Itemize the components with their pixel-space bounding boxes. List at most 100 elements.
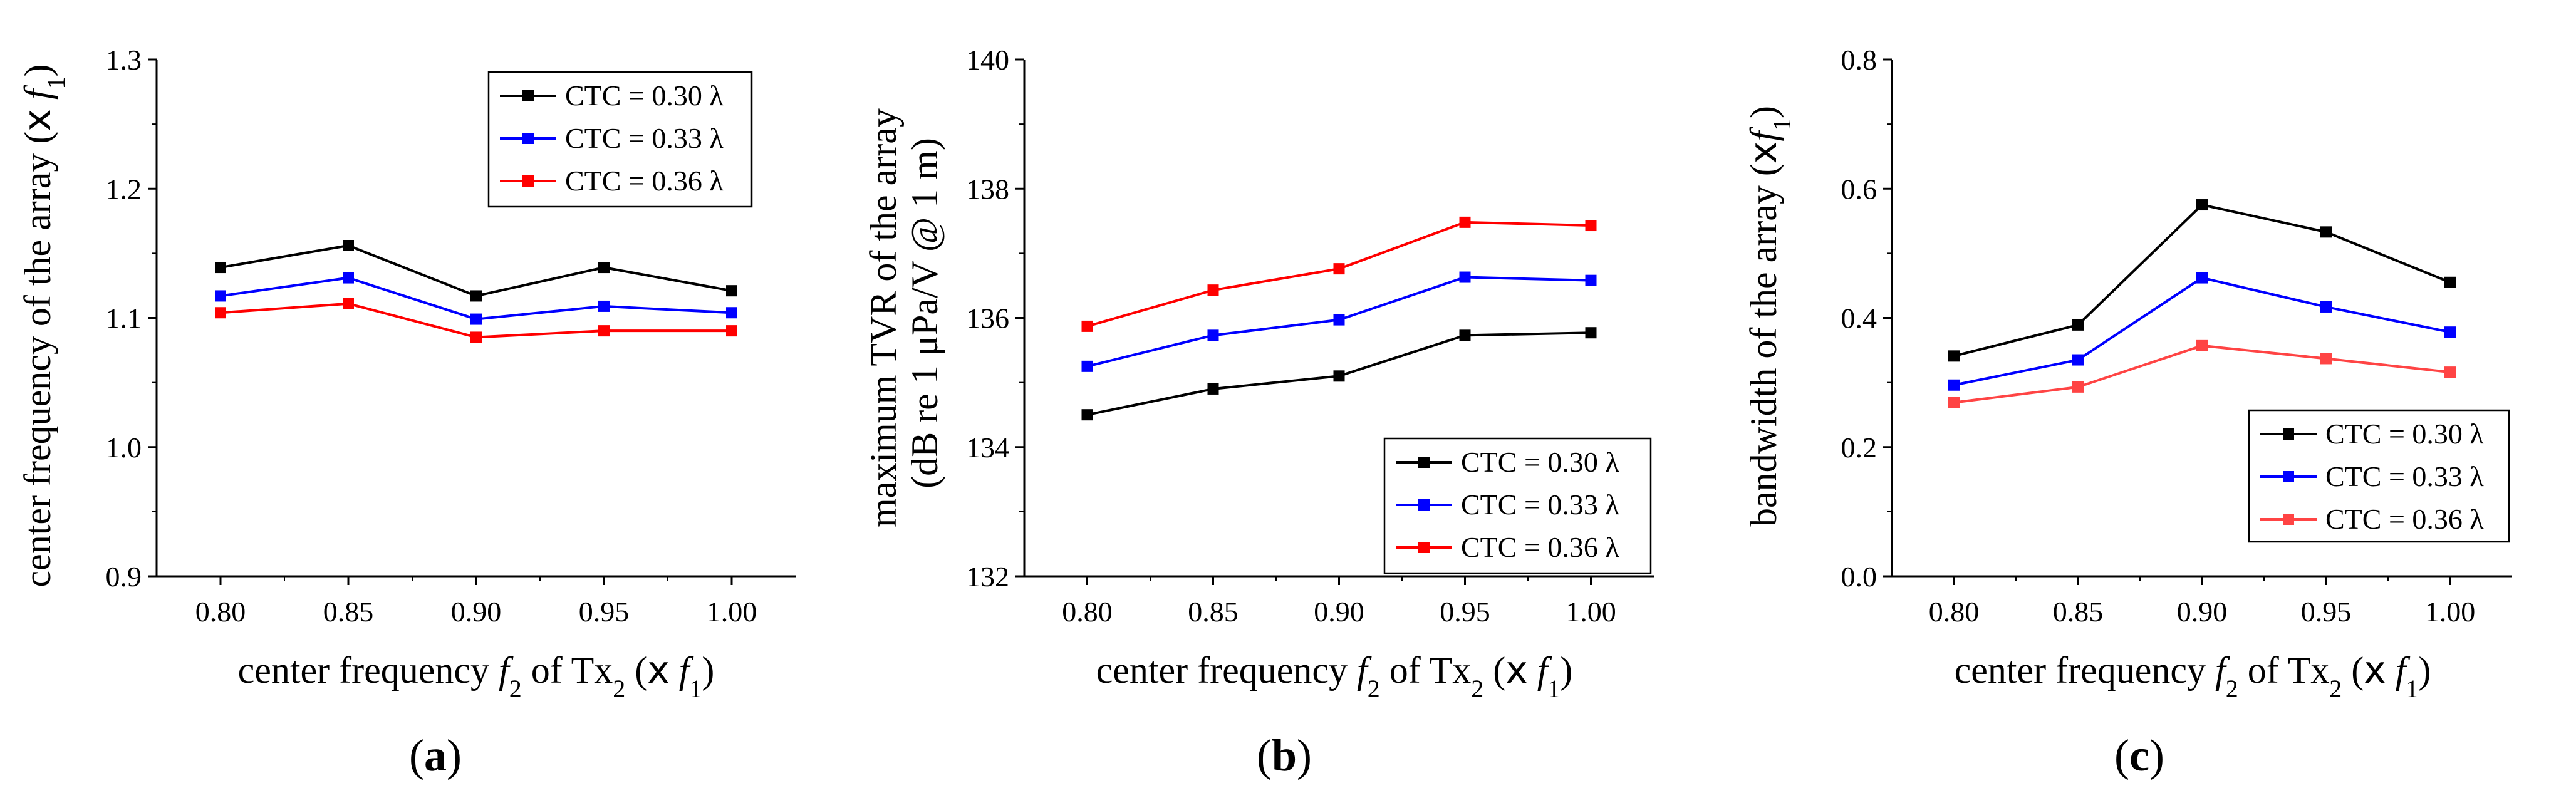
- y-tick-label: 138: [966, 173, 1009, 205]
- y-tick-label: 0.6: [1841, 173, 1877, 205]
- data-point: [343, 240, 354, 251]
- legend-swatch-marker: [1418, 542, 1430, 553]
- x-tick-label: 0.85: [2053, 596, 2104, 628]
- legend-swatch-marker: [2283, 471, 2294, 482]
- x-tick-label: 0.85: [323, 596, 374, 628]
- data-point: [470, 290, 482, 302]
- legend-label: CTC = 0.33 λ: [2325, 460, 2484, 492]
- legend: CTC = 0.30 λ CTC = 0.33 λ CTC = 0.36 λ: [1383, 437, 1652, 574]
- data-point: [2320, 301, 2332, 313]
- x-tick-label: 0.80: [1062, 596, 1113, 628]
- y-tick-label: 132: [966, 561, 1009, 593]
- data-point: [1585, 327, 1597, 339]
- y-axis-label: maximum TVR of the array (dB re 1 μPa/V …: [863, 99, 945, 527]
- panel-label-c: (c): [2114, 730, 2164, 780]
- series-3: [215, 298, 737, 343]
- data-point: [2072, 319, 2084, 331]
- chart-panel-a: 0.9 1.0 1.1 1.2 1.3 0.80 0.85 0.90 0.95 1.00 CTC…: [16, 44, 796, 780]
- y-tick-label: 0.9: [106, 561, 142, 593]
- data-point: [1207, 284, 1219, 296]
- x-axis-ticks: 0.80 0.85 0.90 0.95 1.00: [195, 576, 757, 628]
- data-point: [215, 290, 226, 302]
- x-tick-label: 0.80: [1929, 596, 1980, 628]
- series-layer: [215, 240, 737, 343]
- data-point: [1207, 383, 1219, 395]
- legend-label: CTC = 0.36 λ: [2325, 503, 2484, 535]
- data-point: [1081, 320, 1093, 332]
- data-point: [598, 300, 610, 312]
- series-1: [215, 240, 737, 302]
- x-tick-label: 0.90: [1314, 596, 1364, 628]
- data-point: [2196, 199, 2208, 211]
- data-point: [1459, 216, 1471, 228]
- data-point: [598, 262, 610, 274]
- x-tick-label: 1.00: [1566, 596, 1616, 628]
- legend-swatch-marker: [522, 175, 534, 187]
- x-tick-label: 0.90: [2177, 596, 2228, 628]
- chart-panel-c: 0.0 0.2 0.4 0.6 0.8 0.80 0.85 0.90 0.95 1.00 CTC…: [1742, 44, 2512, 780]
- series-layer: [1948, 199, 2456, 408]
- series-line: [1953, 276, 2451, 386]
- panel-label-a: (a): [409, 730, 462, 780]
- data-point: [726, 285, 737, 297]
- data-point: [1459, 271, 1471, 283]
- x-tick-label: 1.00: [707, 596, 757, 628]
- data-point: [1333, 314, 1345, 326]
- y-tick-label: 1.0: [106, 432, 142, 464]
- series-1: [1948, 199, 2456, 362]
- series-layer: [1081, 216, 1597, 421]
- y-axis-ticks: 0.9 1.0 1.1 1.2 1.3: [106, 44, 157, 593]
- data-point: [2072, 381, 2084, 393]
- x-tick-label: 0.95: [2301, 596, 2352, 628]
- x-axis-ticks: 0.80 0.85 0.90 0.95 1.00: [1929, 576, 2476, 628]
- data-point: [2196, 339, 2208, 351]
- data-point: [1081, 409, 1093, 421]
- y-tick-label: 140: [966, 44, 1009, 76]
- series-2: [1948, 272, 2456, 391]
- data-point: [1333, 263, 1345, 275]
- data-point: [2320, 226, 2332, 238]
- data-point: [1207, 329, 1219, 341]
- y-tick-label: 1.1: [106, 303, 142, 334]
- series-2: [1081, 271, 1597, 372]
- y-tick-label: 1.3: [106, 44, 142, 76]
- data-point: [343, 298, 354, 309]
- legend-swatch-marker: [2283, 428, 2294, 440]
- panel-label-b: (b): [1257, 730, 1312, 780]
- series-3: [1081, 216, 1597, 332]
- y-tick-label: 0.4: [1841, 303, 1877, 334]
- y-axis-ticks: 0.0 0.2 0.4 0.6 0.8: [1841, 44, 1892, 593]
- legend-label: CTC = 0.33 λ: [1461, 489, 1619, 521]
- y-axis-ticks: 132 134 136 138 140: [966, 44, 1024, 593]
- legend-swatch-marker: [1418, 499, 1430, 511]
- x-tick-label: 0.85: [1188, 596, 1239, 628]
- data-point: [2320, 353, 2332, 365]
- y-tick-label: 0.2: [1841, 432, 1877, 464]
- legend: CTC = 0.30 λ CTC = 0.33 λ CTC = 0.36 λ: [487, 71, 753, 208]
- data-point: [1948, 397, 1960, 408]
- series-1: [1081, 327, 1597, 421]
- data-point: [1333, 370, 1345, 382]
- data-point: [2444, 366, 2456, 378]
- y-tick-label: 134: [966, 432, 1009, 464]
- legend-label: CTC = 0.30 λ: [1461, 446, 1619, 478]
- chart-panel-b: 132 134 136 138 140 0.80 0.85 0.90 0.95 1.00 CTC…: [863, 44, 1654, 780]
- data-point: [2196, 272, 2208, 284]
- legend-label: CTC = 0.30 λ: [2325, 418, 2484, 450]
- data-point: [598, 325, 610, 337]
- x-tick-label: 1.00: [2425, 596, 2476, 628]
- data-point: [1081, 360, 1093, 372]
- legend-swatch-marker: [2283, 514, 2294, 525]
- x-tick-label: 0.90: [451, 596, 502, 628]
- data-point: [1948, 350, 1960, 362]
- data-point: [1948, 379, 1960, 391]
- legend: CTC = 0.30 λ CTC = 0.33 λ CTC = 0.36 λ: [2248, 409, 2510, 543]
- x-tick-label: 0.95: [579, 596, 630, 628]
- data-point: [343, 272, 354, 284]
- legend-label: CTC = 0.33 λ: [565, 122, 724, 154]
- x-axis-ticks: 0.80 0.85 0.90 0.95 1.00: [1062, 576, 1616, 628]
- y-tick-label: 1.2: [106, 173, 142, 205]
- y-tick-label: 0.0: [1841, 561, 1877, 593]
- legend-label: CTC = 0.36 λ: [565, 165, 724, 197]
- data-point: [215, 307, 226, 319]
